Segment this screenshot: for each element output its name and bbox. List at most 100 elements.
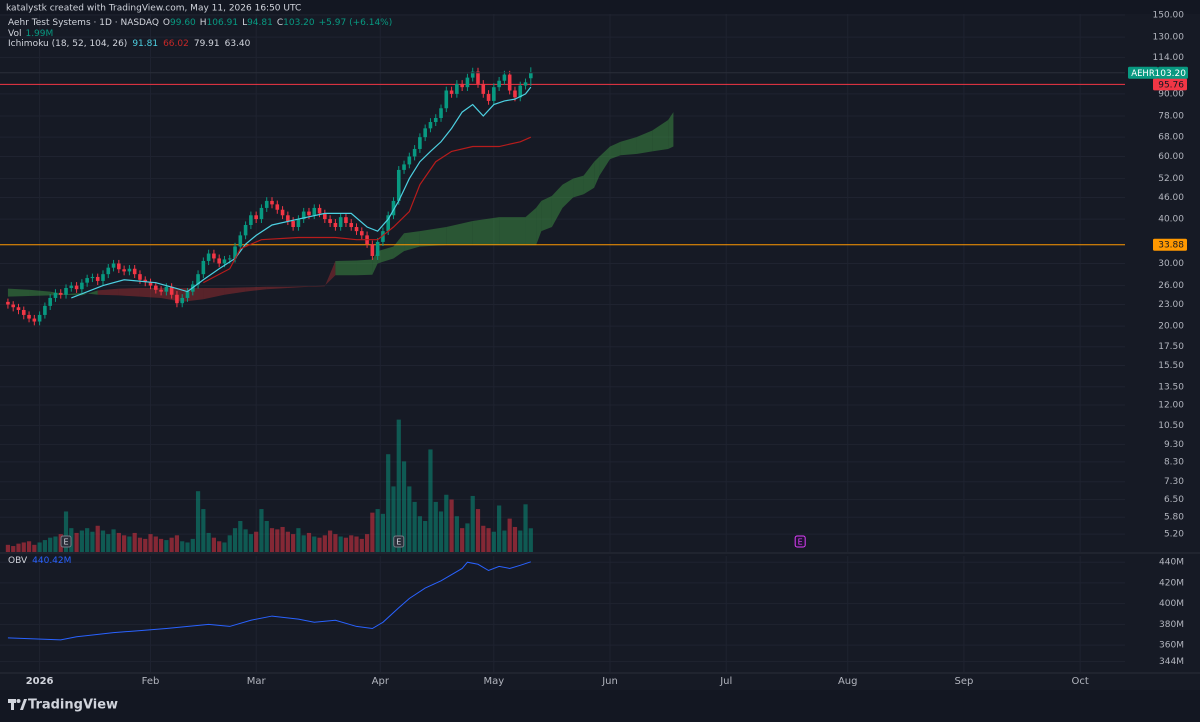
cloud-segment bbox=[393, 233, 405, 259]
candle-body bbox=[185, 291, 190, 298]
candle-body bbox=[53, 292, 58, 298]
cloud-segment bbox=[652, 119, 669, 152]
y-tick-label: 130.00 bbox=[1153, 33, 1185, 43]
volume-bar bbox=[79, 530, 84, 552]
volume-bar bbox=[122, 535, 127, 552]
candle-body bbox=[58, 292, 63, 295]
legend-item: +5.97 (+6.14%) bbox=[319, 18, 393, 28]
candle-body bbox=[243, 224, 248, 236]
candle-body bbox=[301, 211, 306, 220]
y-tick-label: 26.00 bbox=[1158, 281, 1184, 291]
candle-body bbox=[455, 83, 459, 94]
volume-bar bbox=[523, 504, 528, 552]
volume-bar bbox=[306, 532, 312, 552]
y-tick-label: 360M bbox=[1159, 641, 1184, 651]
legend-item: 63.40 bbox=[225, 39, 251, 49]
volume-bar bbox=[370, 512, 375, 552]
candle-body bbox=[43, 305, 47, 315]
candle-body bbox=[143, 279, 148, 283]
candle-body bbox=[122, 269, 126, 272]
volume-bar bbox=[74, 532, 79, 552]
y-tick-label: 13.50 bbox=[1158, 382, 1184, 392]
candle-body bbox=[497, 80, 501, 88]
legend-line: Vol 1.99M bbox=[8, 29, 53, 39]
candle-body bbox=[264, 200, 269, 208]
volume-bar bbox=[37, 542, 42, 552]
y-tick-label: 60.00 bbox=[1158, 152, 1184, 162]
volume-bar bbox=[106, 534, 111, 552]
cloud-segment bbox=[536, 200, 542, 246]
candle-body bbox=[101, 274, 105, 281]
volume-bar bbox=[428, 449, 433, 552]
event-marker bbox=[794, 535, 806, 548]
volume-bar bbox=[470, 495, 475, 552]
cloud-segment bbox=[562, 178, 574, 208]
candle-body bbox=[196, 274, 200, 285]
volume-bar bbox=[486, 528, 491, 552]
cloud-segment bbox=[139, 287, 162, 298]
candle-body bbox=[402, 164, 406, 170]
logo-shape bbox=[20, 699, 27, 710]
candle-body bbox=[465, 77, 470, 88]
volume-bar bbox=[497, 505, 502, 552]
x-tick-label: 2026 bbox=[26, 676, 54, 687]
candle-body bbox=[154, 285, 158, 290]
candle-body bbox=[16, 307, 21, 310]
y-tick-label: 440M bbox=[1159, 558, 1184, 568]
y-tick-label: 12.00 bbox=[1158, 400, 1184, 410]
candle-body bbox=[90, 276, 95, 279]
volume-bar bbox=[32, 544, 37, 552]
cloud-segment bbox=[404, 231, 420, 252]
volume-bar bbox=[232, 528, 238, 552]
volume-bar bbox=[438, 511, 444, 552]
candle-body bbox=[317, 207, 322, 214]
legend-item: 79.91 bbox=[194, 39, 220, 49]
caption: katalystk created with TradingView.com, … bbox=[6, 4, 301, 14]
cloud-segment bbox=[668, 112, 674, 149]
volume-bar bbox=[359, 538, 364, 552]
candle-body bbox=[444, 90, 449, 109]
volume-bar bbox=[291, 534, 296, 552]
volume-bar bbox=[349, 535, 354, 552]
cloud-segment bbox=[287, 286, 309, 288]
volume-bar bbox=[507, 518, 512, 552]
event-label: E bbox=[63, 538, 68, 547]
legend-item: O bbox=[163, 18, 170, 28]
volume-bar bbox=[502, 530, 507, 552]
volume bbox=[5, 419, 533, 552]
y-tick-label: 5.20 bbox=[1164, 530, 1184, 540]
volume-bar bbox=[143, 538, 148, 552]
candle-body bbox=[439, 108, 443, 118]
y-tick-label: 90.00 bbox=[1158, 89, 1184, 99]
volume-bar bbox=[21, 542, 26, 552]
candle-body bbox=[396, 169, 401, 201]
cloud-segment bbox=[551, 184, 563, 228]
event-marker bbox=[60, 535, 72, 548]
legend-line: Ichimoku (18, 52, 104, 26) 91.81 66.02 79.9… bbox=[8, 39, 251, 49]
volume-bar bbox=[518, 530, 523, 552]
price-tag-label: 103.20 bbox=[1155, 69, 1187, 79]
volume-bar bbox=[354, 536, 359, 552]
candle-body bbox=[217, 258, 221, 264]
logo-shape bbox=[16, 699, 21, 703]
candle-body bbox=[169, 286, 174, 295]
volume-bar bbox=[132, 532, 137, 552]
candle-body bbox=[470, 71, 475, 78]
candle-body bbox=[275, 204, 280, 210]
cloud-segment bbox=[377, 246, 394, 264]
cloud-segment bbox=[245, 286, 267, 292]
volume-bar bbox=[164, 540, 169, 552]
legend-item: OBV bbox=[8, 556, 28, 566]
candle-body bbox=[259, 207, 264, 220]
volume-bar bbox=[217, 541, 222, 552]
legend-item: 1.99M bbox=[25, 29, 53, 39]
candle-body bbox=[354, 227, 359, 232]
volume-bar bbox=[491, 531, 496, 552]
candle-body bbox=[481, 83, 486, 94]
volume-bar bbox=[63, 511, 69, 552]
y-tick-label: 20.00 bbox=[1158, 322, 1184, 332]
obv-line bbox=[7, 561, 531, 641]
event-marker bbox=[393, 535, 405, 548]
plot-layer: 2026 Feb Mar Apr May Jun Jul Aug Sep Oct 150.00 130… bbox=[0, 11, 1188, 687]
